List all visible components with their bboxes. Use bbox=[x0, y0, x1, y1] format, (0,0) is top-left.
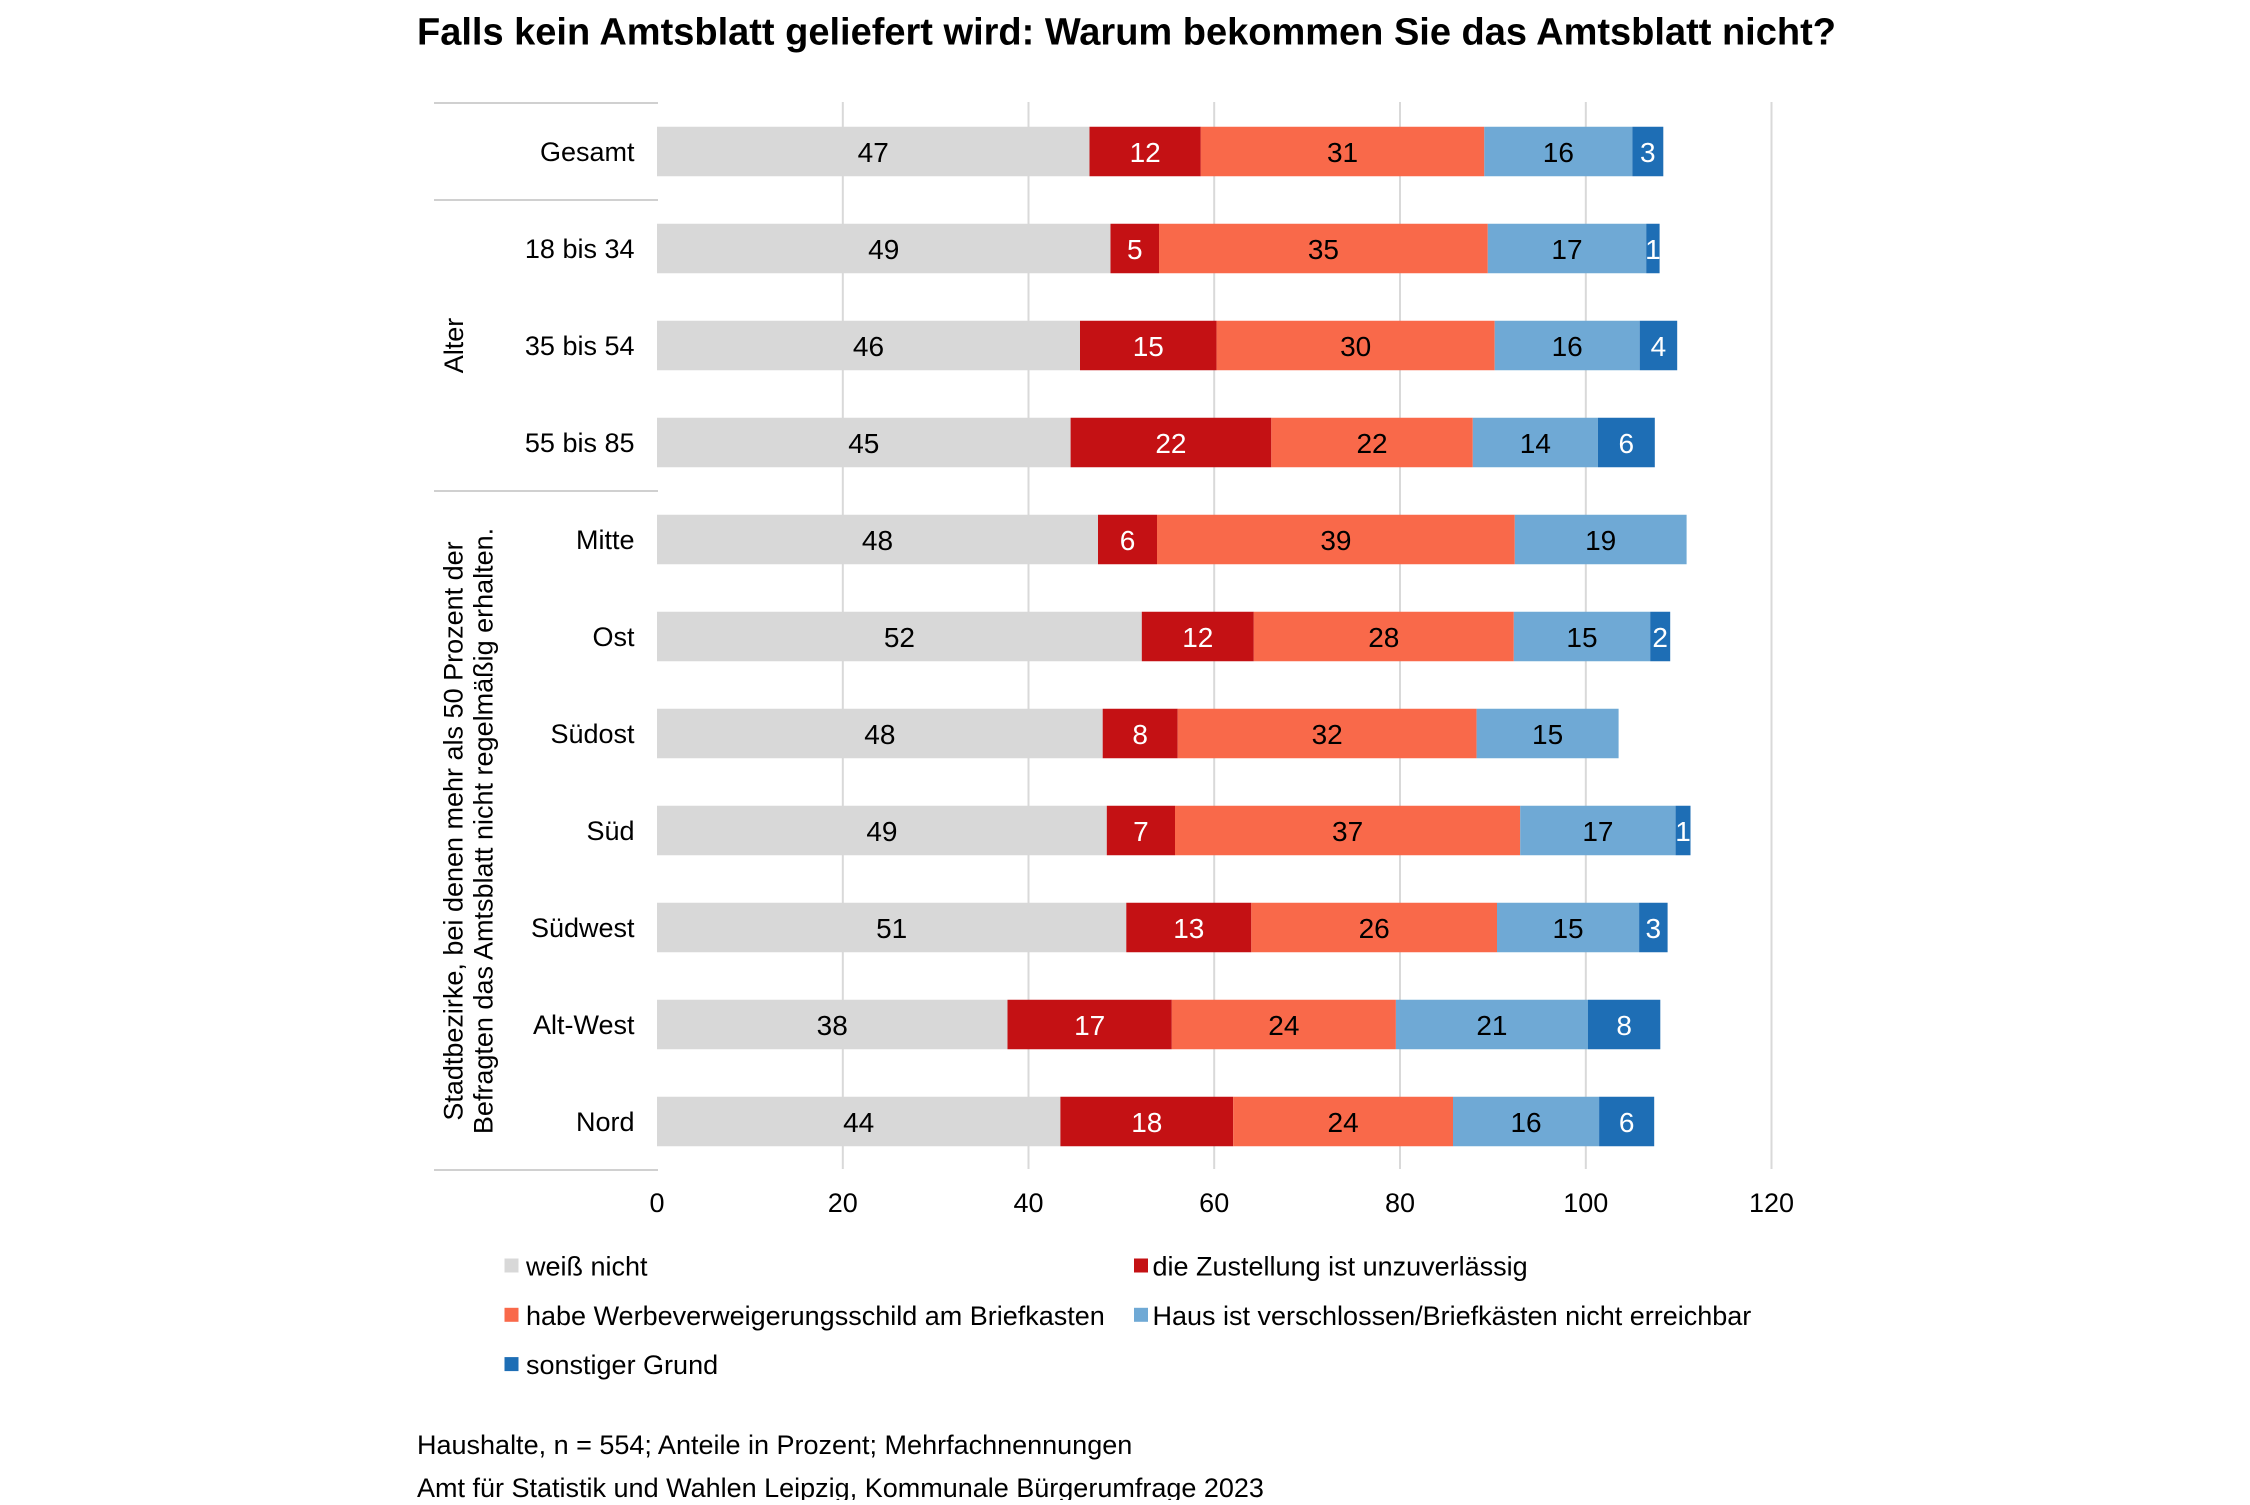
svg-text:12: 12 bbox=[1130, 137, 1161, 168]
svg-text:22: 22 bbox=[1356, 428, 1387, 459]
svg-text:28: 28 bbox=[1368, 622, 1399, 653]
svg-text:14: 14 bbox=[1520, 428, 1551, 459]
svg-text:55 bis 85: 55 bis 85 bbox=[525, 428, 635, 458]
svg-text:18: 18 bbox=[1131, 1107, 1162, 1138]
svg-text:3: 3 bbox=[1646, 913, 1662, 944]
svg-text:15: 15 bbox=[1133, 331, 1164, 362]
svg-text:2: 2 bbox=[1652, 622, 1668, 653]
svg-text:17: 17 bbox=[1582, 816, 1613, 847]
svg-text:38: 38 bbox=[817, 1010, 848, 1041]
svg-text:19: 19 bbox=[1585, 525, 1616, 556]
svg-text:51: 51 bbox=[876, 913, 907, 944]
svg-text:26: 26 bbox=[1359, 913, 1390, 944]
svg-text:Befragten das Amtsblatt nicht: Befragten das Amtsblatt nicht regelmäßig… bbox=[469, 528, 499, 1134]
svg-text:habe Werbeverweigerungsschild: habe Werbeverweigerungsschild am Briefka… bbox=[526, 1301, 1105, 1331]
svg-text:32: 32 bbox=[1312, 719, 1343, 750]
svg-text:Amt für Statistik und Wahlen L: Amt für Statistik und Wahlen Leipzig, Ko… bbox=[417, 1473, 1264, 1500]
svg-text:20: 20 bbox=[828, 1188, 858, 1218]
svg-text:Alt-West: Alt-West bbox=[533, 1010, 635, 1040]
svg-text:15: 15 bbox=[1552, 913, 1583, 944]
svg-text:0: 0 bbox=[649, 1188, 664, 1218]
svg-text:sonstiger Grund: sonstiger Grund bbox=[526, 1350, 718, 1380]
svg-text:17: 17 bbox=[1551, 234, 1582, 265]
svg-text:16: 16 bbox=[1510, 1107, 1541, 1138]
svg-text:Haushalte, n = 554; Anteile in: Haushalte, n = 554; Anteile in Prozent; … bbox=[417, 1430, 1132, 1460]
svg-text:60: 60 bbox=[1199, 1188, 1229, 1218]
svg-text:Ost: Ost bbox=[592, 622, 635, 652]
svg-text:35: 35 bbox=[1308, 234, 1339, 265]
svg-text:15: 15 bbox=[1532, 719, 1563, 750]
svg-text:35 bis 54: 35 bis 54 bbox=[525, 331, 635, 361]
svg-text:8: 8 bbox=[1132, 719, 1148, 750]
svg-text:48: 48 bbox=[864, 719, 895, 750]
svg-text:21: 21 bbox=[1476, 1010, 1507, 1041]
svg-text:6: 6 bbox=[1619, 428, 1635, 459]
svg-text:30: 30 bbox=[1340, 331, 1371, 362]
svg-text:48: 48 bbox=[862, 525, 893, 556]
svg-text:8: 8 bbox=[1616, 1010, 1632, 1041]
svg-text:4: 4 bbox=[1651, 331, 1667, 362]
svg-text:Mitte: Mitte bbox=[576, 525, 635, 555]
svg-text:80: 80 bbox=[1385, 1188, 1415, 1218]
svg-text:16: 16 bbox=[1543, 137, 1574, 168]
svg-text:12: 12 bbox=[1182, 622, 1213, 653]
svg-text:6: 6 bbox=[1619, 1107, 1635, 1138]
svg-text:die Zustellung ist unzuverläss: die Zustellung ist unzuverlässig bbox=[1153, 1252, 1528, 1282]
svg-text:Südwest: Südwest bbox=[531, 913, 635, 943]
svg-text:5: 5 bbox=[1127, 234, 1143, 265]
svg-text:Nord: Nord bbox=[576, 1107, 635, 1137]
svg-text:7: 7 bbox=[1133, 816, 1149, 847]
svg-text:47: 47 bbox=[858, 137, 889, 168]
svg-text:17: 17 bbox=[1074, 1010, 1105, 1041]
svg-text:40: 40 bbox=[1013, 1188, 1043, 1218]
svg-text:Haus ist verschlossen/Briefkäs: Haus ist verschlossen/Briefkästen nicht … bbox=[1153, 1301, 1752, 1331]
svg-text:49: 49 bbox=[866, 816, 897, 847]
svg-text:18 bis 34: 18 bis 34 bbox=[525, 234, 635, 264]
svg-text:52: 52 bbox=[884, 622, 915, 653]
svg-text:3: 3 bbox=[1640, 137, 1656, 168]
svg-text:Südost: Südost bbox=[550, 719, 635, 749]
svg-text:Gesamt: Gesamt bbox=[540, 137, 635, 167]
svg-text:45: 45 bbox=[848, 428, 879, 459]
svg-text:15: 15 bbox=[1566, 622, 1597, 653]
svg-text:Alter: Alter bbox=[439, 318, 469, 374]
svg-text:1: 1 bbox=[1675, 816, 1691, 847]
svg-text:120: 120 bbox=[1749, 1188, 1794, 1218]
svg-text:16: 16 bbox=[1552, 331, 1583, 362]
svg-text:24: 24 bbox=[1328, 1107, 1359, 1138]
svg-text:24: 24 bbox=[1268, 1010, 1299, 1041]
svg-text:Süd: Süd bbox=[586, 816, 634, 846]
svg-text:46: 46 bbox=[853, 331, 884, 362]
svg-text:49: 49 bbox=[868, 234, 899, 265]
svg-text:31: 31 bbox=[1327, 137, 1358, 168]
svg-text:22: 22 bbox=[1155, 428, 1186, 459]
svg-text:1: 1 bbox=[1645, 234, 1661, 265]
svg-text:weiß nicht: weiß nicht bbox=[525, 1252, 648, 1282]
svg-text:Falls kein Amtsblatt geliefert: Falls kein Amtsblatt geliefert wird: War… bbox=[417, 12, 1836, 54]
svg-text:13: 13 bbox=[1173, 913, 1204, 944]
svg-text:37: 37 bbox=[1332, 816, 1363, 847]
svg-text:39: 39 bbox=[1320, 525, 1351, 556]
svg-text:100: 100 bbox=[1563, 1188, 1608, 1218]
svg-text:6: 6 bbox=[1120, 525, 1136, 556]
svg-text:Stadtbezirke, bei denen mehr a: Stadtbezirke, bei denen mehr als 50 Proz… bbox=[439, 541, 469, 1120]
svg-text:44: 44 bbox=[843, 1107, 874, 1138]
